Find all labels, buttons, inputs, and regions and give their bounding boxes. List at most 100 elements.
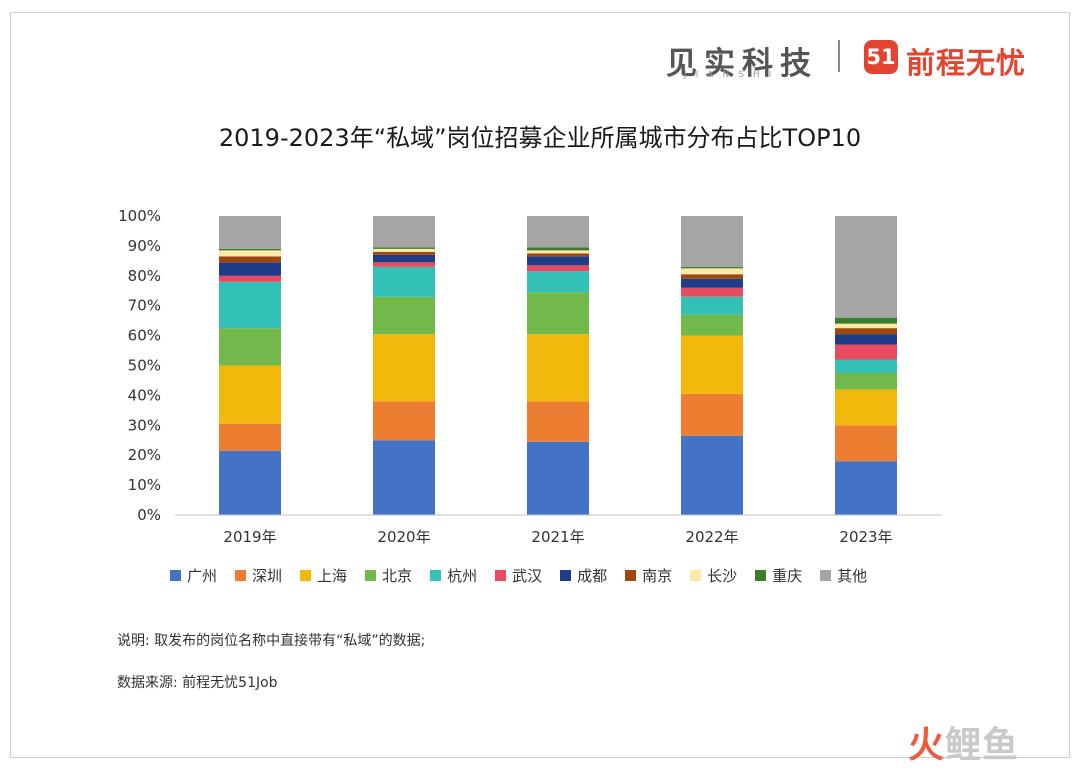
bar-segment-深圳-2020年 (373, 401, 435, 441)
bar-segment-武汉-2023年 (835, 344, 897, 360)
bar-segment-北京-2020年 (373, 296, 435, 335)
y-tick-label: 60% (128, 327, 161, 345)
bar-segment-武汉-2021年 (527, 265, 589, 272)
legend-label: 长沙 (707, 566, 738, 585)
bar-segment-成都-2023年 (835, 334, 897, 345)
bar-segment-杭州-2019年 (219, 281, 281, 329)
legend-item: 杭州 (430, 565, 477, 586)
legend-item: 重庆 (755, 565, 802, 586)
51job-logo-icon: 51 (864, 40, 898, 74)
logo-divider (838, 40, 840, 72)
bar-segment-长沙-2020年 (373, 248, 435, 252)
bar-segment-上海-2020年 (373, 334, 435, 402)
note-source: 数据来源: 前程无忧51Job (117, 675, 278, 691)
legend-swatch (690, 569, 702, 581)
y-tick-label: 0% (137, 506, 161, 524)
legend-label: 上海 (317, 566, 348, 585)
bar-segment-广州-2022年 (681, 435, 743, 515)
legend-item: 其他 (820, 565, 867, 586)
legend-label: 重庆 (772, 566, 803, 585)
y-tick-label: 50% (128, 357, 161, 375)
bar-segment-杭州-2023年 (835, 359, 897, 373)
bar-segment-其他-2019年 (219, 216, 281, 249)
bar-segment-成都-2021年 (527, 256, 589, 266)
legend-item: 成都 (560, 565, 607, 586)
legend-label: 广州 (187, 566, 218, 585)
bar-segment-深圳-2019年 (219, 423, 281, 451)
bar-segment-重庆-2019年 (219, 248, 281, 251)
legend-swatch (430, 569, 442, 581)
watermark-part-2: 鲤鱼 (945, 725, 1020, 766)
jianshi-logo-text: 见实科技 (666, 46, 818, 82)
jianshi-logo: 见实科技 JIANSHI (666, 38, 826, 82)
bar-segment-广州-2021年 (527, 441, 589, 515)
bar-segment-成都-2022年 (681, 278, 743, 288)
bar-segment-北京-2023年 (835, 372, 897, 390)
y-tick-label: 40% (128, 386, 161, 404)
bar-segment-长沙-2021年 (527, 250, 589, 254)
bar-segment-深圳-2022年 (681, 393, 743, 436)
x-tick-label: 2019年 (223, 528, 276, 546)
bar-segment-重庆-2023年 (835, 317, 897, 324)
legend-swatch (755, 569, 767, 581)
bar-segment-广州-2020年 (373, 440, 435, 515)
chart-legend: 广州 深圳 上海 北京 杭州 武汉 成都 南京 长沙 重庆 其他 (170, 565, 885, 585)
chart-title: 2019-2023年“私域”岗位招募企业所属城市分布占比TOP10 (218, 124, 862, 152)
legend-label: 杭州 (447, 566, 478, 585)
y-tick-label: 100% (118, 207, 161, 225)
bar-segment-长沙-2023年 (835, 323, 897, 329)
legend-item: 上海 (300, 565, 347, 586)
bar-segment-杭州-2020年 (373, 266, 435, 297)
bar-segment-武汉-2022年 (681, 287, 743, 297)
y-tick-label: 20% (128, 446, 161, 464)
bar-segment-其他-2023年 (835, 216, 897, 318)
51job-logo: 51 前程无忧 (864, 38, 1044, 80)
bar-segment-武汉-2020年 (373, 262, 435, 267)
bar-segment-南京-2022年 (681, 274, 743, 279)
jianshi-logo-subtext: JIANSHI (684, 70, 781, 80)
legend-swatch (560, 569, 572, 581)
bar-segment-深圳-2023年 (835, 425, 897, 462)
bar-segment-其他-2022年 (681, 216, 743, 267)
y-tick-label: 70% (128, 297, 161, 315)
bar-segment-上海-2019年 (219, 365, 281, 424)
bar-segment-北京-2021年 (527, 292, 589, 335)
legend-swatch (300, 569, 312, 581)
legend-swatch (625, 569, 637, 581)
bar-series-group (219, 216, 897, 515)
bar-segment-上海-2022年 (681, 335, 743, 394)
bar-segment-南京-2021年 (527, 253, 589, 257)
legend-item: 北京 (365, 565, 412, 586)
bar-segment-其他-2021年 (527, 216, 589, 248)
x-tick-label: 2021年 (531, 528, 584, 546)
note-description: 说明: 取发布的岗位名称中直接带有“私域”的数据; (117, 633, 426, 649)
y-tick-label: 80% (128, 267, 161, 285)
bar-segment-北京-2022年 (681, 314, 743, 336)
legend-label: 深圳 (252, 566, 283, 585)
bar-segment-重庆-2022年 (681, 266, 743, 269)
legend-item: 南京 (625, 565, 672, 586)
legend-label: 武汉 (512, 566, 543, 585)
x-tick-label: 2023年 (839, 528, 892, 546)
legend-label: 成都 (577, 566, 608, 585)
y-axis: 0% 10% 20% 30% 40% 50% 60% 70% 80% 90% 100% (118, 207, 161, 524)
bar-segment-杭州-2021年 (527, 271, 589, 293)
legend-item: 长沙 (690, 565, 737, 586)
legend-label: 南京 (642, 566, 673, 585)
bar-segment-其他-2020年 (373, 216, 435, 248)
watermark: 火鲤鱼 (908, 716, 1019, 768)
bar-segment-上海-2021年 (527, 334, 589, 402)
bar-segment-杭州-2022年 (681, 296, 743, 315)
bar-segment-广州-2019年 (219, 450, 281, 515)
x-axis: 2019年 2020年 2021年 2022年 2023年 (223, 528, 892, 546)
bar-segment-北京-2019年 (219, 328, 281, 366)
bar-segment-长沙-2022年 (681, 268, 743, 275)
bar-segment-武汉-2019年 (219, 275, 281, 282)
legend-item: 深圳 (235, 565, 282, 586)
legend-label: 北京 (382, 566, 413, 585)
legend-swatch (170, 569, 181, 581)
legend-swatch (495, 569, 507, 581)
bar-segment-深圳-2021年 (527, 401, 589, 442)
y-tick-label: 30% (128, 416, 161, 434)
